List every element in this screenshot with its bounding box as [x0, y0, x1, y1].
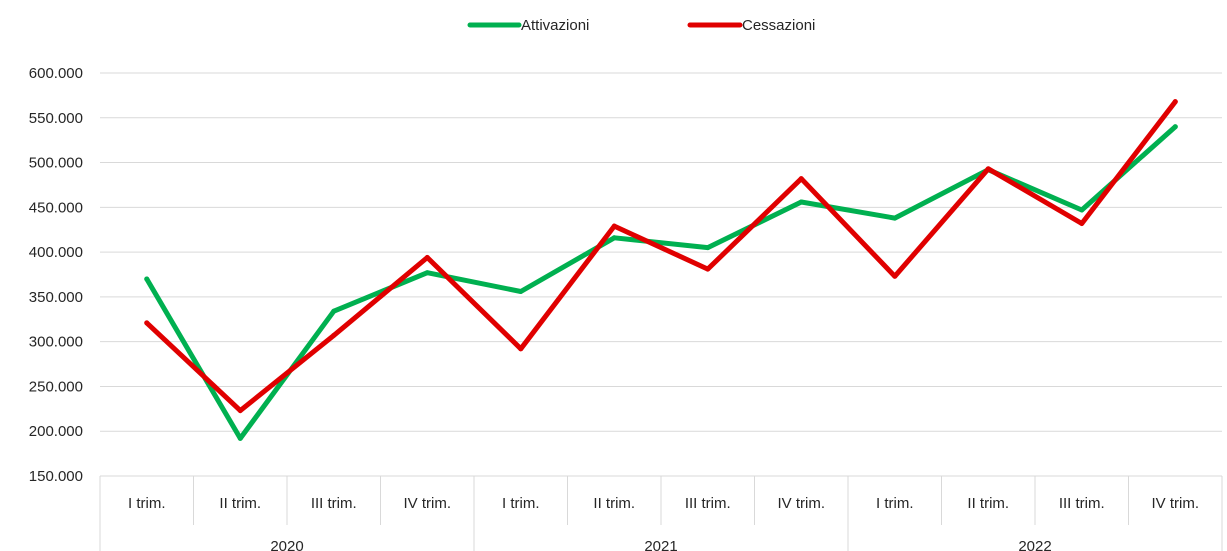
x-tick-label: II trim. [219, 495, 261, 512]
y-tick-label: 550.000 [29, 110, 83, 127]
data-point [705, 245, 711, 251]
x-tick-label: I trim. [128, 495, 166, 512]
data-point [798, 199, 804, 205]
legend-label: Cessazioni [742, 17, 815, 34]
data-point [1172, 99, 1178, 105]
data-point [892, 273, 898, 279]
x-group-label: 2021 [644, 538, 677, 551]
y-axis-tick-labels: 150.000 200.000 250.000 300.000 350.000 400.0… [29, 65, 83, 485]
x-tick-label: IV trim. [778, 495, 826, 512]
y-tick-label: 350.000 [29, 289, 83, 306]
data-point [892, 215, 898, 221]
data-point [1172, 124, 1178, 130]
data-point [985, 166, 991, 172]
x-axis: I trim. II trim. III trim. IV trim. I trim. I… [99, 475, 1223, 551]
y-tick-label: 150.000 [29, 468, 83, 485]
x-tick-label: IV trim. [404, 495, 452, 512]
data-point [611, 235, 617, 241]
y-tick-label: 200.000 [29, 423, 83, 440]
y-tick-label: 450.000 [29, 199, 83, 216]
data-point [424, 254, 430, 260]
x-tick-label: II trim. [593, 495, 635, 512]
data-point [144, 276, 150, 282]
gridlines [100, 72, 1222, 432]
data-point [518, 346, 524, 352]
x-tick-label: I trim. [502, 495, 540, 512]
data-point [237, 435, 243, 441]
data-point [144, 320, 150, 326]
x-tick-label: III trim. [311, 495, 357, 512]
y-tick-label: 500.000 [29, 155, 83, 172]
series-lines [144, 99, 1178, 441]
data-point [331, 332, 337, 338]
y-tick-label: 300.000 [29, 334, 83, 351]
data-point [1079, 207, 1085, 213]
data-point [331, 308, 337, 314]
y-tick-label: 400.000 [29, 244, 83, 261]
y-tick-label: 250.000 [29, 378, 83, 395]
y-tick-label: 600.000 [29, 65, 83, 82]
x-tick-label: III trim. [1059, 495, 1105, 512]
data-point [424, 270, 430, 276]
x-tick-label: III trim. [685, 495, 731, 512]
x-group-label: 2022 [1018, 538, 1051, 551]
x-tick-label: IV trim. [1152, 495, 1200, 512]
series-line-cessazioni [144, 99, 1178, 414]
x-tick-label: I trim. [876, 495, 914, 512]
data-point [1079, 220, 1085, 226]
legend-label: Attivazioni [521, 17, 589, 34]
data-point [237, 408, 243, 414]
data-point [705, 266, 711, 272]
data-point [611, 223, 617, 229]
x-tick-label: II trim. [967, 495, 1009, 512]
data-point [518, 289, 524, 295]
data-point [798, 176, 804, 182]
x-group-label: 2020 [270, 538, 303, 551]
legend: Attivazioni Cessazioni [467, 17, 815, 34]
series-line-attivazioni [144, 124, 1178, 441]
